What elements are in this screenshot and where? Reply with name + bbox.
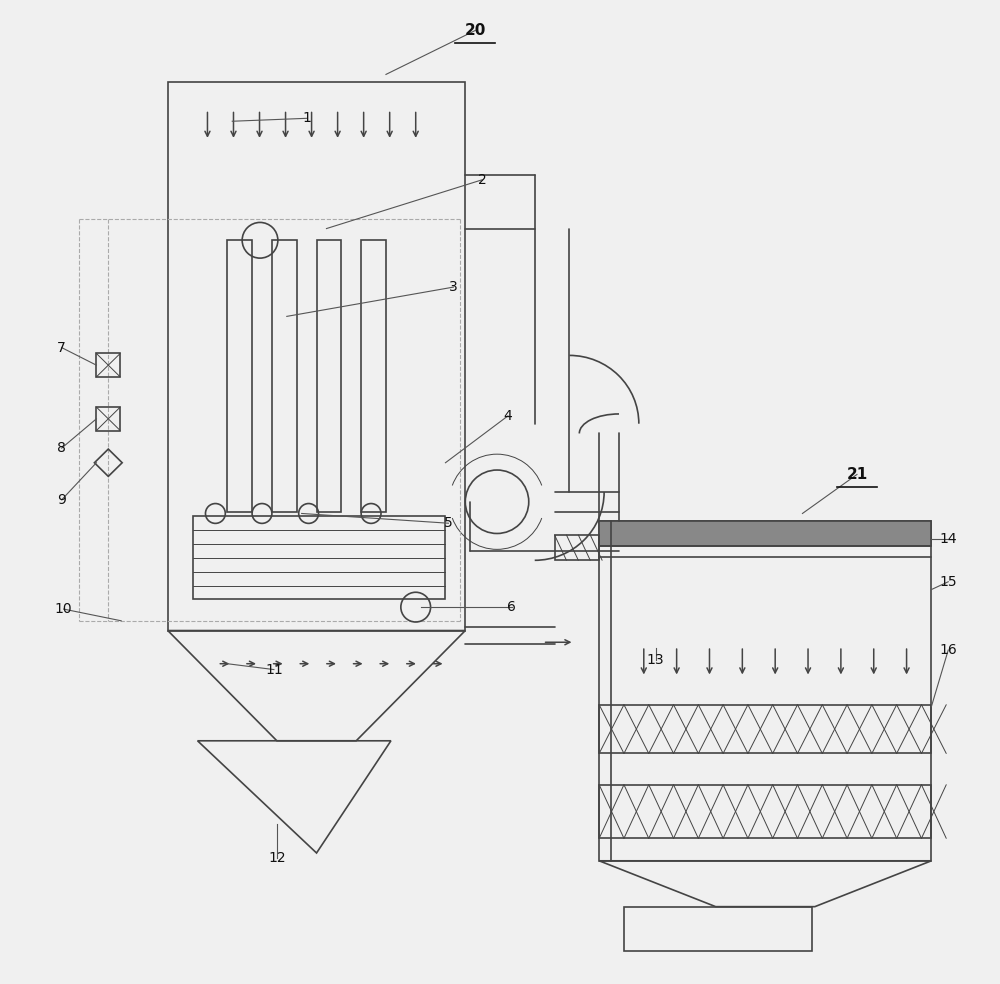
- Text: 7: 7: [57, 340, 66, 354]
- Bar: [168, 83, 465, 631]
- Bar: [272, 240, 297, 512]
- Bar: [599, 784, 931, 838]
- Text: 9: 9: [57, 493, 66, 507]
- Text: 2: 2: [478, 173, 487, 187]
- Bar: [193, 517, 445, 599]
- Text: 10: 10: [55, 602, 72, 616]
- Text: 12: 12: [268, 851, 286, 865]
- Text: 13: 13: [647, 652, 665, 667]
- Text: 14: 14: [939, 531, 957, 546]
- Bar: [555, 535, 599, 560]
- Text: 11: 11: [265, 662, 283, 677]
- Text: 21: 21: [846, 467, 868, 482]
- Bar: [599, 705, 931, 754]
- Bar: [96, 353, 120, 377]
- Text: 20: 20: [465, 23, 486, 38]
- Text: 3: 3: [449, 280, 458, 294]
- Text: 16: 16: [939, 644, 957, 657]
- Bar: [361, 240, 386, 512]
- Bar: [317, 240, 341, 512]
- Text: 1: 1: [302, 111, 311, 125]
- Bar: [96, 407, 120, 431]
- Text: 4: 4: [504, 409, 512, 423]
- Bar: [599, 522, 931, 546]
- Bar: [624, 906, 812, 951]
- Bar: [227, 240, 252, 512]
- Text: 5: 5: [444, 517, 453, 530]
- Text: 8: 8: [57, 441, 66, 455]
- Text: 15: 15: [939, 575, 957, 588]
- Bar: [599, 522, 931, 861]
- Text: 6: 6: [507, 600, 516, 614]
